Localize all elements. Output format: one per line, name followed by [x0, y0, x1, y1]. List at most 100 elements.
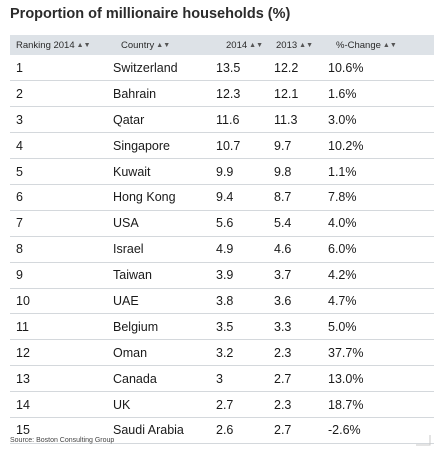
- table-title: Proportion of millionaire households (%): [10, 6, 291, 22]
- table-row: 11 Belgium 3.5 3.3 5.0%: [10, 313, 434, 341]
- cell-2013: 2.7: [274, 417, 326, 444]
- cell-2013: 12.1: [274, 80, 326, 108]
- cell-2014: 3.8: [216, 288, 274, 315]
- cell-2013: 2.7: [274, 365, 326, 393]
- cell-2014: 2.6: [216, 417, 274, 444]
- cell-2013: 2.3: [274, 339, 326, 367]
- cell-2013: 12.2: [274, 55, 326, 82]
- cell-country: Canada: [113, 365, 216, 393]
- cell-change: -2.6%: [326, 417, 434, 444]
- cell-2014: 12.3: [216, 80, 274, 108]
- cell-change: 4.2%: [326, 262, 434, 289]
- table-row: 10 UAE 3.8 3.6 4.7%: [10, 288, 434, 315]
- source-note: Source: Boston Consulting Group: [10, 437, 115, 444]
- cell-2014: 5.6: [216, 210, 274, 237]
- cell-country: Qatar: [113, 106, 216, 134]
- cell-change: 3.0%: [326, 106, 434, 134]
- cell-change: 1.6%: [326, 80, 434, 108]
- cell-change: 4.0%: [326, 210, 434, 237]
- cell-rank: 3: [10, 106, 113, 134]
- cell-2014: 3: [216, 365, 274, 393]
- column-header-change[interactable]: %-Change ▲▼: [336, 39, 397, 51]
- cell-country: USA: [113, 210, 216, 237]
- cell-change: 1.1%: [326, 158, 434, 185]
- resize-corner-icon: [416, 435, 431, 446]
- cell-2013: 5.4: [274, 210, 326, 237]
- cell-country: Taiwan: [113, 262, 216, 289]
- cell-2013: 4.6: [274, 236, 326, 263]
- cell-2014: 9.9: [216, 158, 274, 185]
- cell-2014: 11.6: [216, 106, 274, 134]
- table-row: 1 Switzerland 13.5 12.2 10.6%: [10, 55, 434, 82]
- table-row: 13 Canada 3 2.7 13.0%: [10, 365, 434, 393]
- cell-2014: 3.5: [216, 313, 274, 341]
- cell-2014: 10.7: [216, 132, 274, 160]
- cell-rank: 15: [10, 417, 113, 444]
- cell-2013: 2.3: [274, 391, 326, 418]
- cell-2013: 11.3: [274, 106, 326, 134]
- cell-country: Oman: [113, 339, 216, 367]
- cell-2013: 3.6: [274, 288, 326, 315]
- column-header-country[interactable]: Country ▲▼: [121, 39, 171, 51]
- cell-change: 13.0%: [326, 365, 434, 393]
- sort-arrows-icon: ▲▼: [156, 41, 171, 49]
- cell-country: Belgium: [113, 313, 216, 341]
- cell-country: Israel: [113, 236, 216, 263]
- table-row: 6 Hong Kong 9.4 8.7 7.8%: [10, 184, 434, 211]
- cell-change: 4.7%: [326, 288, 434, 315]
- sort-arrows-icon: ▲▼: [249, 41, 263, 49]
- table-row: 9 Taiwan 3.9 3.7 4.2%: [10, 262, 434, 289]
- cell-change: 5.0%: [326, 313, 434, 341]
- cell-change: 10.2%: [326, 132, 434, 160]
- cell-country: Singapore: [113, 132, 216, 160]
- cell-2014: 4.9: [216, 236, 274, 263]
- table-row: 14 UK 2.7 2.3 18.7%: [10, 391, 434, 418]
- cell-2013: 3.7: [274, 262, 326, 289]
- cell-rank: 5: [10, 158, 113, 185]
- column-header-ranking[interactable]: Ranking 2014 ▲▼: [16, 39, 91, 51]
- table-row: 8 Israel 4.9 4.6 6.0%: [10, 236, 434, 263]
- cell-country: UK: [113, 391, 216, 418]
- cell-rank: 14: [10, 391, 113, 418]
- cell-country: Hong Kong: [113, 184, 216, 211]
- cell-country: Switzerland: [113, 55, 216, 82]
- cell-2014: 9.4: [216, 184, 274, 211]
- millionaire-households-table: Ranking 2014 ▲▼ Country ▲▼ 2014 ▲▼ 2013 ▲▼ %…: [10, 35, 434, 444]
- cell-country: Kuwait: [113, 158, 216, 185]
- cell-2014: 3.2: [216, 339, 274, 367]
- cell-rank: 12: [10, 339, 113, 367]
- table-row: 3 Qatar 11.6 11.3 3.0%: [10, 106, 434, 134]
- sort-arrows-icon: ▲▼: [299, 41, 313, 49]
- cell-rank: 8: [10, 236, 113, 263]
- column-header-2014[interactable]: 2014 ▲▼: [226, 39, 263, 51]
- cell-change: 10.6%: [326, 55, 434, 82]
- sort-arrows-icon: ▲▼: [382, 41, 397, 49]
- cell-change: 6.0%: [326, 236, 434, 263]
- cell-2013: 9.8: [274, 158, 326, 185]
- cell-2014: 3.9: [216, 262, 274, 289]
- table-row: 2 Bahrain 12.3 12.1 1.6%: [10, 80, 434, 108]
- cell-rank: 2: [10, 80, 113, 108]
- cell-rank: 13: [10, 365, 113, 393]
- cell-change: 7.8%: [326, 184, 434, 211]
- cell-rank: 10: [10, 288, 113, 315]
- cell-change: 18.7%: [326, 391, 434, 418]
- cell-2013: 3.3: [274, 313, 326, 341]
- cell-rank: 9: [10, 262, 113, 289]
- table-row: 15 Saudi Arabia 2.6 2.7 -2.6%: [10, 417, 434, 444]
- cell-rank: 1: [10, 55, 113, 82]
- cell-2014: 13.5: [216, 55, 274, 82]
- cell-rank: 6: [10, 184, 113, 211]
- cell-country: Bahrain: [113, 80, 216, 108]
- column-header-2013[interactable]: 2013 ▲▼: [276, 39, 313, 51]
- cell-rank: 11: [10, 313, 113, 341]
- cell-2013: 9.7: [274, 132, 326, 160]
- cell-change: 37.7%: [326, 339, 434, 367]
- cell-2013: 8.7: [274, 184, 326, 211]
- cell-rank: 7: [10, 210, 113, 237]
- sort-arrows-icon: ▲▼: [76, 41, 91, 49]
- table-body: 1 Switzerland 13.5 12.2 10.6% 2 Bahrain 12.3 12.…: [10, 55, 434, 444]
- cell-2014: 2.7: [216, 391, 274, 418]
- table-row: 4 Singapore 10.7 9.7 10.2%: [10, 132, 434, 160]
- cell-country: Saudi Arabia: [113, 417, 216, 444]
